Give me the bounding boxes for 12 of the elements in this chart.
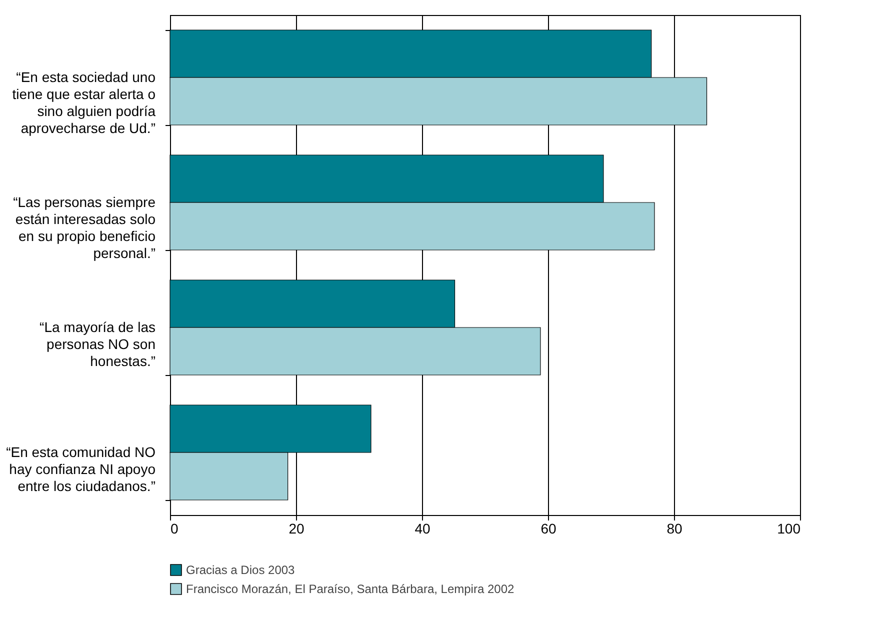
y-tick-label: “La mayoría de las personas NO son honestas.” [40, 319, 156, 369]
x-tick-label: 60 [540, 520, 556, 536]
x-tick-label: 100 [777, 520, 801, 536]
y-tick-label: “En esta sociedad uno tiene que estar alerta o sino alguien podría aprovecharse de Ud.” [12, 69, 156, 136]
x-tick-label: 0 [170, 520, 178, 536]
x-tick-label: 20 [288, 520, 304, 536]
y-tick-label: “En esta comunidad NO hay confianza NI apoyo entre los ciudadanos.” [6, 444, 156, 494]
x-tick-label: 80 [666, 520, 682, 536]
legend-label: Gracias a Dios 2003 [186, 563, 296, 577]
y-tick-label: “Las personas siempre están interesadas solo en su propio beneficio personal.” [13, 194, 156, 261]
legend-label: Francisco Morazán, El Paraíso, Santa Bárbara, Lempira 2002 [186, 582, 514, 596]
x-tick-label: 40 [414, 520, 430, 536]
